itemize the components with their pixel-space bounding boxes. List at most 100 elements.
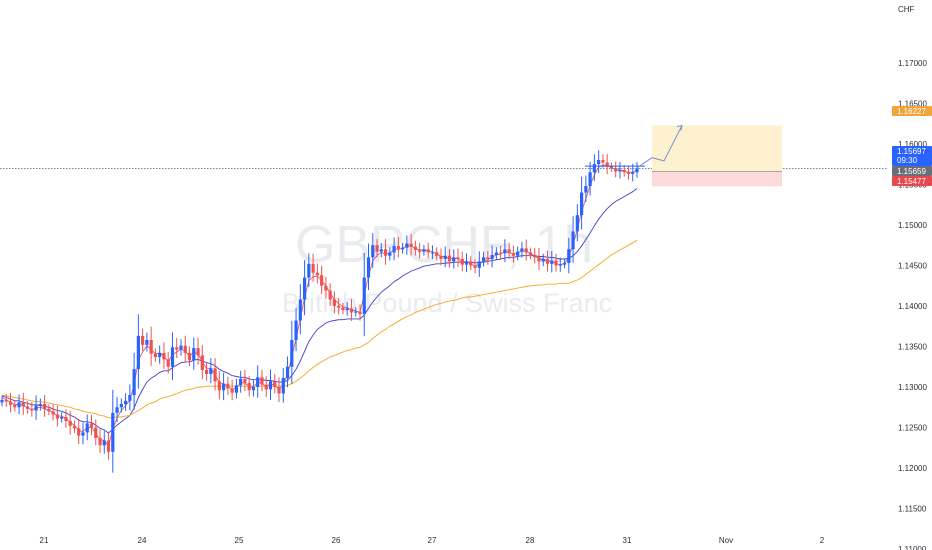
- candle-down: [332, 299, 337, 306]
- candle-down: [183, 345, 187, 353]
- candle-up: [132, 369, 136, 396]
- candle-down: [98, 438, 102, 446]
- candle-up: [422, 249, 426, 252]
- candle-down: [260, 377, 264, 385]
- candle-up: [571, 231, 575, 250]
- candle-down: [609, 166, 614, 169]
- candle-up: [520, 248, 524, 252]
- trade-drawings[interactable]: [0, 124, 888, 187]
- candle-up: [575, 215, 579, 232]
- candle-down: [486, 257, 490, 259]
- y-tick-label: 1.11000: [898, 545, 927, 550]
- candle-down: [320, 275, 324, 286]
- candle-up: [85, 423, 89, 433]
- candle-down: [622, 169, 626, 173]
- candle-down: [418, 250, 422, 252]
- candle-down: [149, 339, 153, 354]
- x-tick-label: 31: [623, 536, 632, 545]
- y-tick-label: 1.17000: [898, 59, 927, 68]
- x-tick-label: 25: [235, 536, 244, 545]
- price-tag: [892, 166, 932, 176]
- price-tag: [892, 176, 932, 186]
- candle-up: [111, 412, 115, 452]
- candle-down: [311, 263, 315, 273]
- candle-down: [77, 428, 81, 436]
- candle-up: [290, 339, 294, 367]
- candle-down: [166, 359, 170, 367]
- x-tick-label: 21: [40, 536, 49, 545]
- candle-up: [371, 245, 375, 258]
- currency-label: CHF: [898, 5, 915, 14]
- candle-up: [209, 368, 213, 375]
- projection-path[interactable]: [636, 125, 683, 169]
- candle-up: [81, 432, 85, 436]
- candle-down: [349, 308, 354, 313]
- candle-up: [631, 172, 635, 174]
- candle-up: [477, 261, 481, 268]
- candle-down: [605, 162, 609, 167]
- candle-down: [226, 383, 230, 389]
- candle-up: [102, 440, 106, 446]
- y-tick-label: 1.13500: [898, 342, 927, 351]
- candle-down: [64, 416, 68, 422]
- candle-down: [25, 406, 30, 409]
- x-tick-label: Nov: [719, 536, 733, 545]
- candle-up: [379, 249, 383, 252]
- y-tick-label: 1.15000: [898, 221, 927, 230]
- price-tag-value: 1.15659: [897, 167, 926, 176]
- x-tick-label: 2: [820, 536, 825, 545]
- candle-up: [584, 186, 588, 193]
- price-tag: [892, 106, 932, 116]
- candle-down: [277, 386, 281, 394]
- candle-down: [435, 252, 439, 256]
- candle-up: [362, 277, 366, 315]
- candle-down: [383, 249, 388, 256]
- candle-up: [158, 352, 162, 357]
- candle-up: [234, 385, 238, 393]
- candle-down: [217, 381, 221, 391]
- price-tag-value: 1.16227: [897, 107, 926, 116]
- candle-up: [541, 258, 545, 262]
- candle-down: [4, 399, 8, 402]
- candle-down: [196, 348, 200, 356]
- candle-down: [162, 352, 166, 360]
- candle-up: [307, 263, 311, 278]
- candle-down: [473, 265, 477, 268]
- candle-up: [285, 366, 290, 379]
- candle-up: [503, 249, 507, 254]
- candle-down: [68, 421, 72, 426]
- candle-down: [426, 249, 430, 253]
- profit-zone[interactable]: [652, 125, 782, 172]
- candle-down: [273, 381, 277, 387]
- candle-up: [558, 264, 562, 266]
- candle-up: [401, 247, 405, 250]
- candle-down: [601, 160, 605, 163]
- candle-down: [511, 253, 516, 256]
- candle-down: [341, 307, 345, 311]
- candle-up: [17, 402, 21, 408]
- candle-down: [213, 368, 217, 382]
- candle-up: [588, 172, 592, 187]
- candle-up: [490, 254, 494, 259]
- candle-down: [324, 285, 328, 291]
- candle-up: [494, 252, 498, 255]
- candle-up: [345, 308, 349, 311]
- candle-up: [405, 243, 409, 248]
- y-tick-label: 1.14500: [898, 261, 927, 270]
- candle-up: [354, 311, 358, 313]
- candle-down: [413, 246, 417, 251]
- candle-up: [38, 403, 42, 406]
- x-tick-label: 28: [526, 536, 535, 545]
- loss-zone[interactable]: [652, 171, 782, 187]
- projection-arrow-head: [676, 124, 683, 131]
- axes: CHF 1.170001.165001.160001.155001.150001…: [40, 5, 928, 550]
- y-tick-label: 1.16500: [898, 99, 927, 108]
- y-tick-label: 1.12000: [898, 464, 927, 473]
- y-tick-label: 1.13000: [898, 383, 927, 392]
- candle-up: [115, 407, 119, 413]
- candle-down: [72, 425, 77, 429]
- candle-down: [507, 249, 511, 254]
- candle-up: [268, 381, 273, 390]
- candle-down: [106, 440, 111, 452]
